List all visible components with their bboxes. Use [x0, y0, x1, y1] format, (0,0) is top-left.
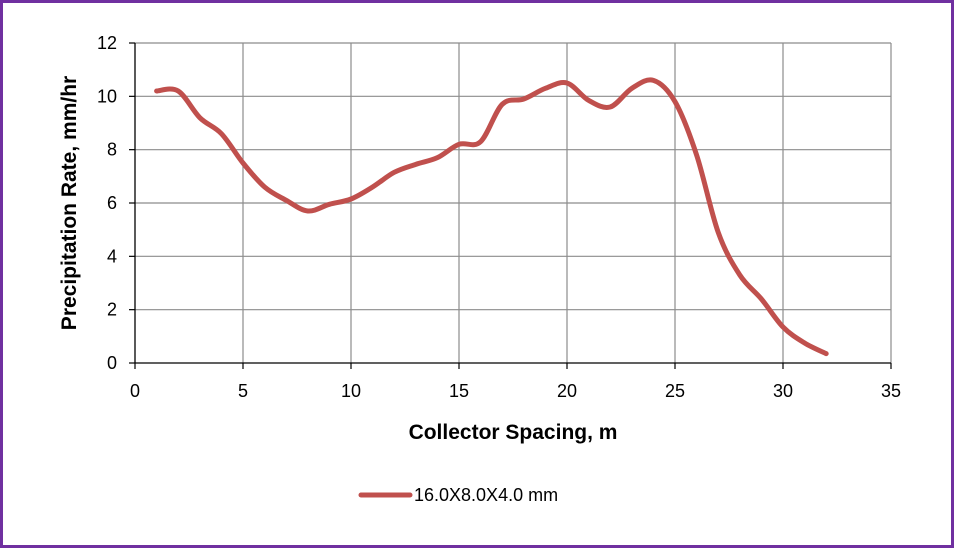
y-tick-label: 10: [97, 86, 117, 106]
x-tick-label: 35: [881, 381, 901, 401]
gridlines: [135, 42, 892, 363]
legend-label: 16.0X8.0X4.0 mm: [414, 485, 558, 505]
axes: [129, 42, 892, 369]
x-tick-labels: 0 5 10 15 20 25 30 35: [130, 381, 901, 401]
x-tick-label: 20: [557, 381, 577, 401]
x-tick-label: 5: [238, 381, 248, 401]
series-line: [154, 77, 829, 357]
series-group: [154, 77, 829, 357]
legend: 16.0X8.0X4.0 mm: [358, 485, 558, 505]
x-tick-label: 25: [665, 381, 685, 401]
y-tick-label: 2: [107, 300, 117, 320]
y-tick-label: 4: [107, 246, 117, 266]
y-tick-label: 12: [97, 33, 117, 53]
x-tick-label: 30: [773, 381, 793, 401]
y-tick-label: 0: [107, 353, 117, 373]
y-tick-label: 6: [107, 193, 117, 213]
x-tick-label: 15: [449, 381, 469, 401]
y-tick-label: 8: [107, 140, 117, 160]
y-axis-title: Precipitation Rate, mm/hr: [58, 76, 81, 330]
x-tick-label: 0: [130, 381, 140, 401]
x-tick-label: 10: [341, 381, 361, 401]
x-axis-title: Collector Spacing, m: [409, 421, 618, 444]
y-tick-labels: 0 2 4 6 8 10 12: [97, 33, 117, 373]
